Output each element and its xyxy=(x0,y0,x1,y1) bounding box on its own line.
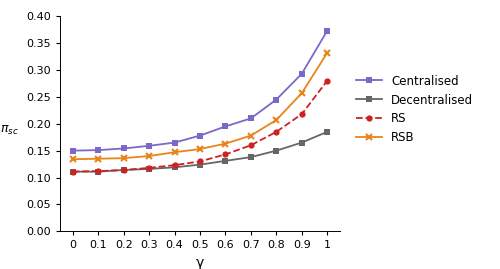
RS xyxy=(120,168,126,172)
Line: Centralised: Centralised xyxy=(70,27,330,154)
Centralised xyxy=(197,134,203,137)
Decentralised xyxy=(197,163,203,166)
RSB xyxy=(274,118,280,122)
Decentralised xyxy=(146,167,152,171)
RS xyxy=(70,170,75,173)
Decentralised xyxy=(274,149,280,152)
Centralised xyxy=(248,117,254,120)
Y-axis label: $\pi_{sc}$: $\pi_{sc}$ xyxy=(0,124,19,137)
Decentralised xyxy=(172,166,177,169)
Centralised xyxy=(172,141,177,144)
RS xyxy=(95,169,101,173)
Centralised xyxy=(299,72,305,75)
Decentralised xyxy=(95,170,101,173)
RS xyxy=(274,130,280,133)
Centralised xyxy=(146,144,152,147)
Centralised xyxy=(274,98,280,101)
RSB xyxy=(146,154,152,158)
Legend: Centralised, Decentralised, RS, RSB: Centralised, Decentralised, RS, RSB xyxy=(351,70,478,149)
Decentralised xyxy=(299,141,305,144)
RS xyxy=(299,112,305,116)
Centralised xyxy=(324,29,330,32)
Line: Decentralised: Decentralised xyxy=(70,129,330,174)
RS xyxy=(146,166,152,169)
RSB xyxy=(324,51,330,54)
RSB xyxy=(172,151,177,154)
RSB xyxy=(95,157,101,160)
RS xyxy=(222,153,228,156)
Line: RSB: RSB xyxy=(70,49,330,163)
Decentralised xyxy=(120,168,126,172)
RSB xyxy=(70,158,75,161)
RS xyxy=(324,79,330,82)
RSB xyxy=(248,134,254,137)
RS xyxy=(197,160,203,163)
Centralised xyxy=(70,149,75,152)
RS xyxy=(172,164,177,167)
RSB xyxy=(299,91,305,95)
X-axis label: γ: γ xyxy=(196,256,204,269)
Centralised xyxy=(222,125,228,128)
Decentralised xyxy=(70,170,75,173)
Line: RS: RS xyxy=(70,77,330,175)
RSB xyxy=(222,142,228,145)
RSB xyxy=(197,147,203,151)
Decentralised xyxy=(222,159,228,162)
Decentralised xyxy=(248,155,254,159)
Centralised xyxy=(120,147,126,150)
Centralised xyxy=(95,148,101,152)
Decentralised xyxy=(324,130,330,133)
RSB xyxy=(120,157,126,160)
RS xyxy=(248,144,254,147)
